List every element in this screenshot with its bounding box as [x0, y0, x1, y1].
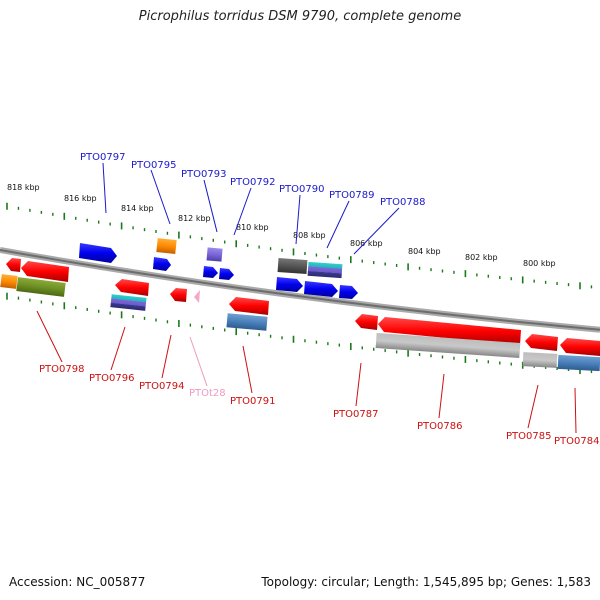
gene-rev-819k[interactable] — [6, 258, 21, 272]
gene-pto0791[interactable] — [229, 297, 269, 315]
gene-label[interactable]: PTO0790 — [279, 184, 324, 195]
gene-pto0798[interactable] — [21, 261, 69, 282]
scale-labels: 818 kbp 816 kbp 814 kbp 812 kbp 810 kbp … — [7, 183, 556, 268]
accession-text: Accession: NC_005877 — [9, 575, 146, 589]
forward-strand — [79, 238, 358, 299]
gene-label[interactable]: PTO0794 — [139, 381, 184, 392]
gene-labels: PTO0797 PTO0795 PTO0793 PTO0792 PTO0790 … — [39, 152, 599, 447]
gene-pto0793b[interactable] — [203, 266, 218, 278]
gene-pto0792[interactable] — [219, 268, 234, 280]
scale-label: 808 kbp — [293, 231, 326, 240]
gene-steel-810k[interactable] — [226, 313, 268, 331]
gene-label[interactable]: PTO0797 — [80, 152, 125, 163]
gene-band-815k[interactable] — [110, 294, 147, 311]
reverse-strand — [0, 258, 600, 372]
scale-label: 812 kbp — [178, 214, 211, 223]
scale-label: 802 kbp — [465, 253, 498, 262]
gene-ptot28[interactable] — [194, 290, 200, 303]
gene-label[interactable]: PTO0784 — [554, 436, 599, 447]
gene-label[interactable]: PTO0795 — [131, 160, 176, 171]
gene-pto0784[interactable] — [560, 338, 600, 356]
gene-pto0787[interactable] — [355, 314, 378, 330]
gene-pto0795[interactable] — [153, 257, 171, 271]
scale-label: 800 kbp — [523, 259, 556, 268]
gene-gray-801k[interactable] — [522, 352, 558, 368]
gene-pto0793[interactable] — [206, 247, 223, 262]
gene-label[interactable]: PTO0788 — [380, 197, 425, 208]
gene-pto0794[interactable] — [170, 288, 187, 302]
gene-pto0786[interactable] — [378, 317, 521, 345]
backbone-curve-shade — [0, 249, 600, 331]
scale-label: 806 kbp — [350, 239, 383, 248]
gene-label[interactable]: PTO0792 — [230, 177, 275, 188]
gene-label[interactable]: PTO0798 — [39, 364, 84, 375]
gene-label[interactable]: PTOt28 — [189, 388, 226, 399]
scale-label: 804 kbp — [408, 247, 441, 256]
gene-orange-813k[interactable] — [156, 238, 177, 255]
gene-fwd-809k[interactable] — [276, 277, 303, 292]
gene-fwd-808k[interactable] — [304, 281, 338, 297]
leader-lines — [36, 162, 577, 434]
map-title: Picrophilus torridus DSM 9790, complete … — [138, 9, 462, 24]
genome-summary-text: Topology: circular; Length: 1,545,895 bp… — [261, 575, 591, 589]
gene-pto0785[interactable] — [525, 334, 558, 351]
gene-label[interactable]: PTO0787 — [333, 409, 378, 420]
scale-label: 818 kbp — [7, 183, 40, 192]
gene-pto0789[interactable] — [307, 261, 343, 279]
gene-pto0788[interactable] — [339, 285, 358, 299]
scale-ticks — [6, 202, 593, 375]
scale-label: 816 kbp — [64, 194, 97, 203]
gene-label[interactable]: PTO0785 — [506, 431, 551, 442]
gene-label[interactable]: PTO0786 — [417, 421, 462, 432]
gene-label[interactable]: PTO0791 — [230, 396, 275, 407]
gene-pto0797[interactable] — [79, 243, 117, 263]
scale-label: 810 kbp — [236, 223, 269, 232]
gene-label[interactable]: PTO0796 — [89, 373, 134, 384]
gene-pto0796[interactable] — [115, 279, 149, 296]
gene-olive-818k[interactable] — [16, 277, 66, 297]
gene-label[interactable]: PTO0793 — [181, 169, 226, 180]
gene-label[interactable]: PTO0789 — [329, 190, 374, 201]
scale-label: 814 kbp — [121, 204, 154, 213]
gene-steel-799k[interactable] — [557, 354, 600, 372]
gene-orange-819k[interactable] — [0, 274, 18, 289]
gene-pto0790[interactable] — [277, 258, 308, 275]
gene-gray-805k[interactable] — [375, 332, 521, 359]
backbone-track — [0, 247, 600, 333]
